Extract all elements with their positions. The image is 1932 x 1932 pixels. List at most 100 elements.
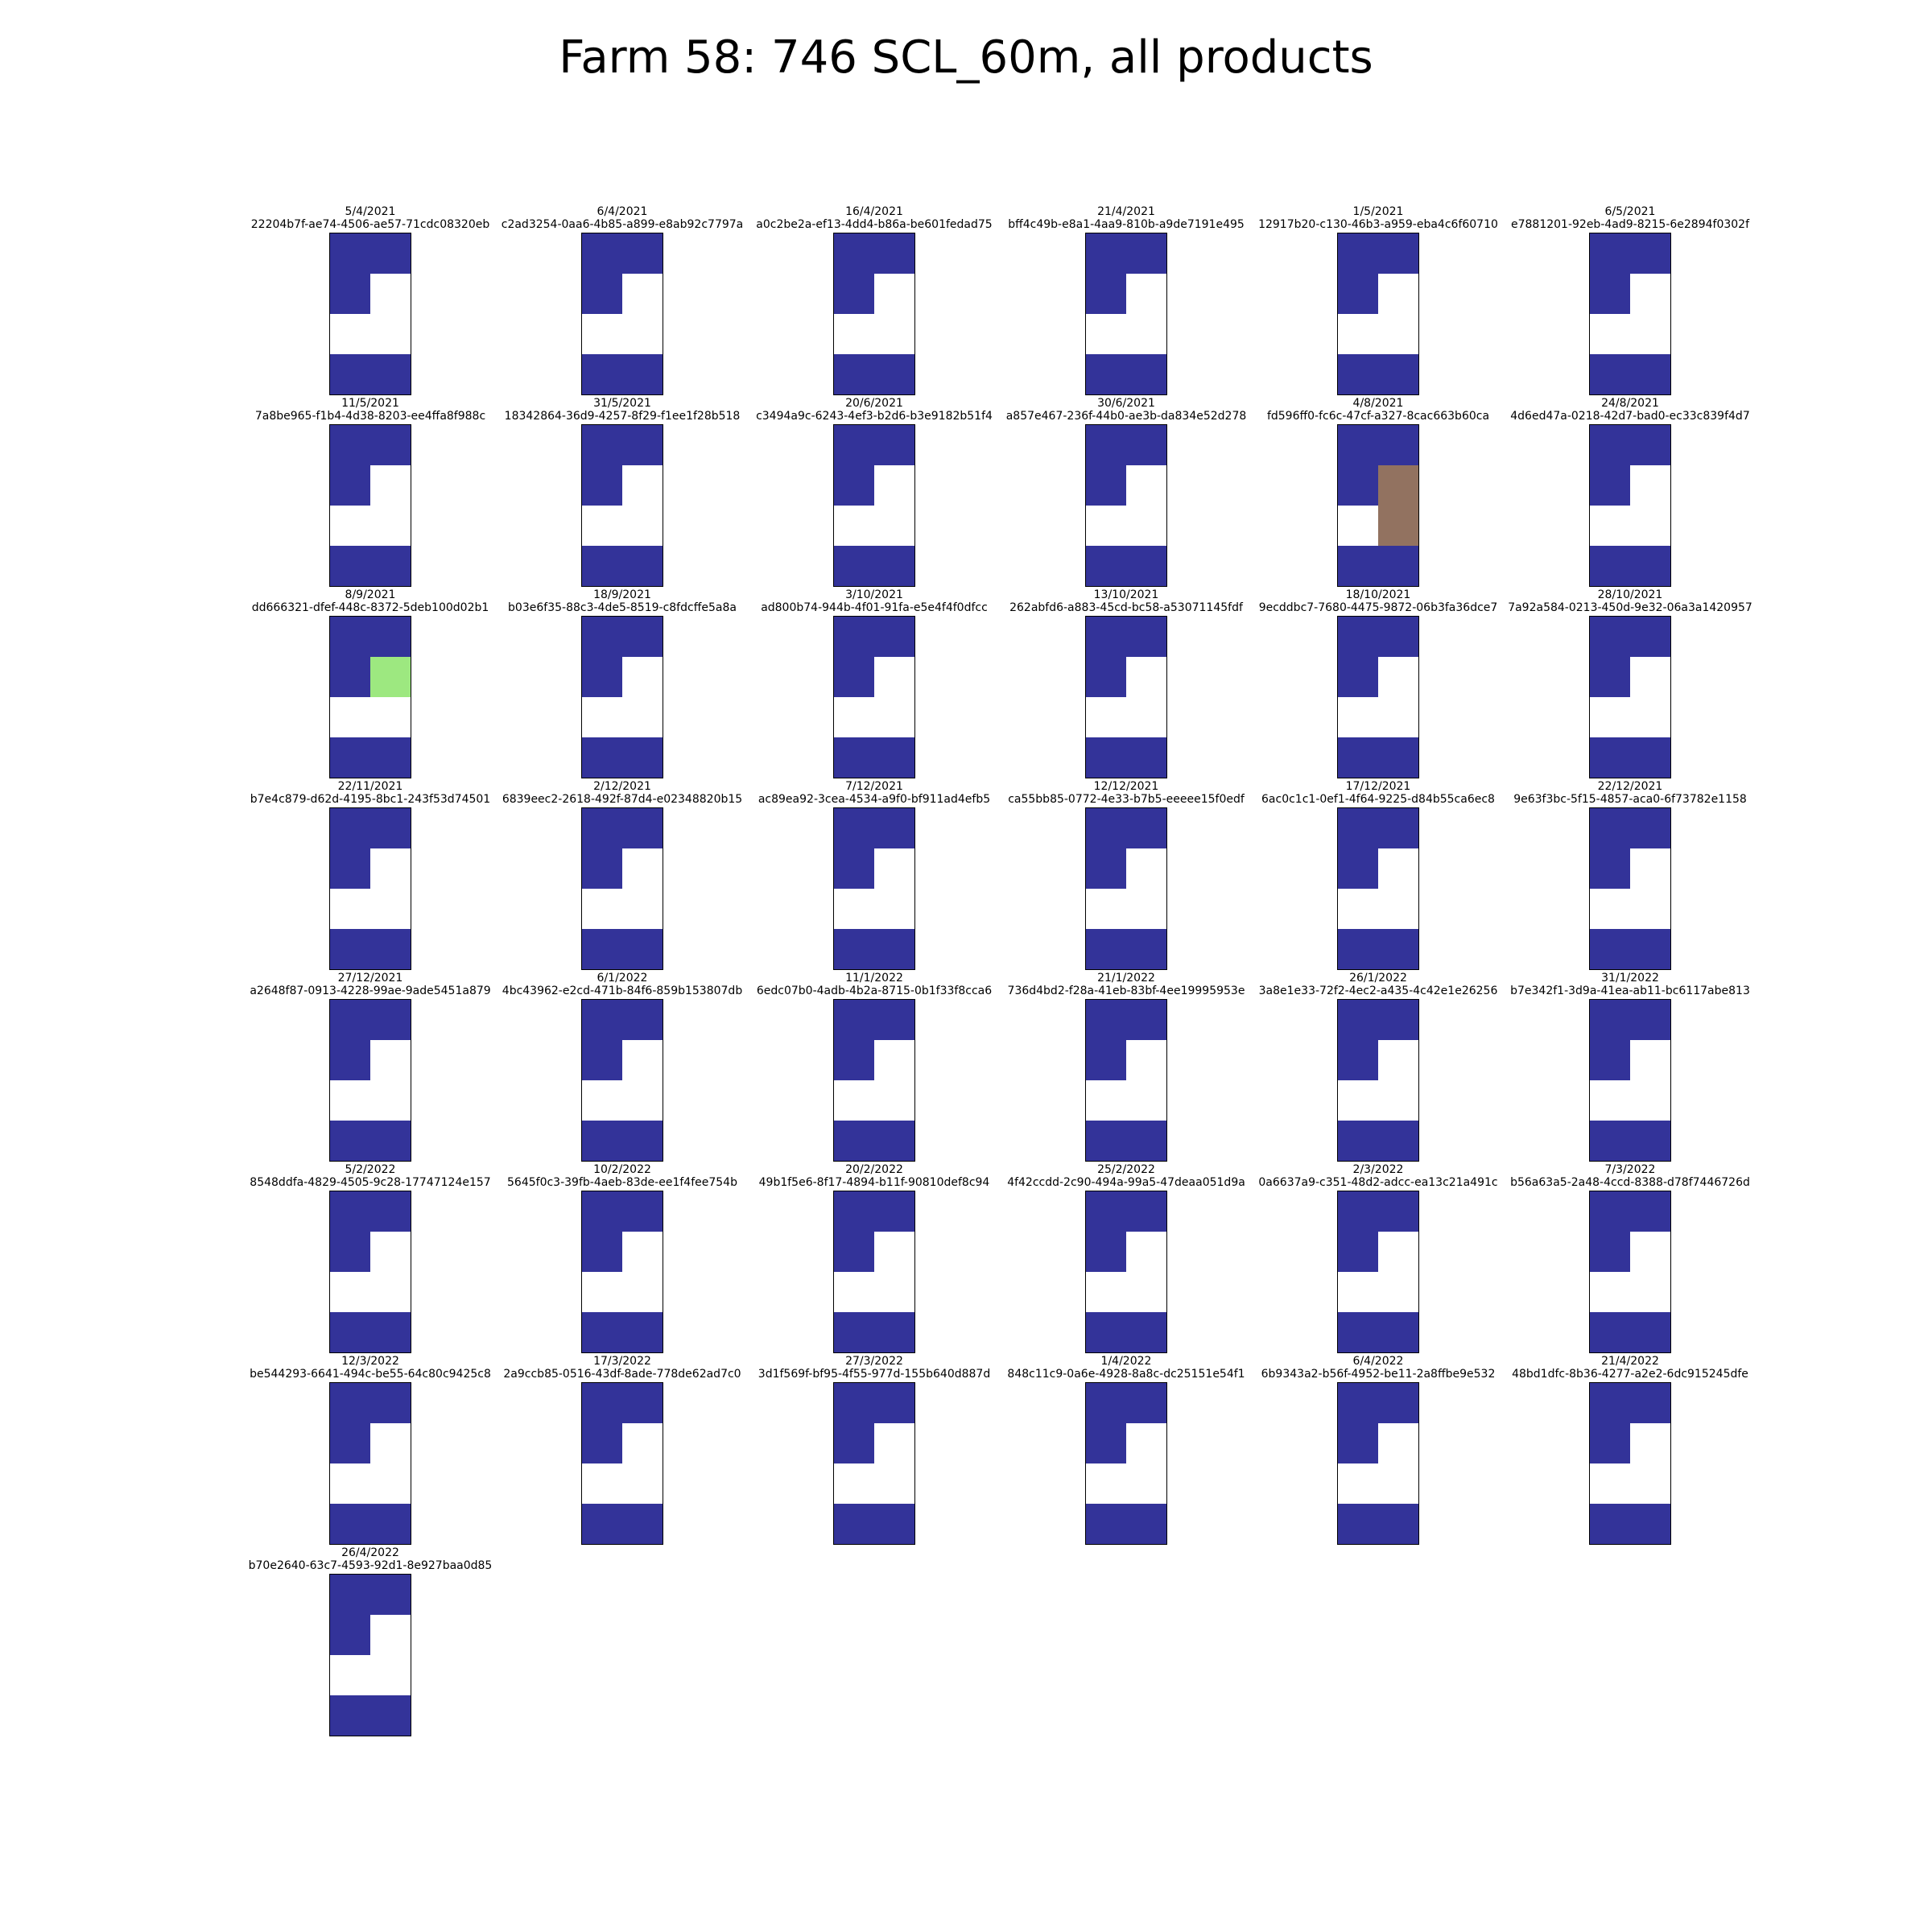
heatmap-cell <box>1630 1121 1670 1161</box>
heatmap-cell <box>1086 1191 1126 1232</box>
panel-date-label: 1/4/2022 <box>1100 1355 1152 1368</box>
heatmap-cell <box>370 1695 411 1736</box>
heatmap-cell <box>1630 1504 1670 1544</box>
heatmap-cell <box>874 808 914 848</box>
heatmap-cell <box>622 1504 663 1544</box>
heatmap-cell <box>1126 465 1166 506</box>
heatmap-cell <box>1590 808 1630 848</box>
heatmap-cell <box>370 1312 411 1352</box>
heatmap-cell <box>1338 848 1378 889</box>
heatmap-cell <box>1086 314 1126 354</box>
heatmap-cell <box>1590 1232 1630 1272</box>
heatmap-cell <box>1338 1121 1378 1161</box>
heatmap-grid <box>1085 1191 1167 1353</box>
heatmap-grid <box>329 233 411 395</box>
heatmap-cell <box>1338 506 1378 546</box>
heatmap-grid <box>1337 233 1419 395</box>
panel-product-id-label: 7a8be965-f1b4-4d38-8203-ee4ffa8f988c <box>254 410 486 423</box>
heatmap-cell <box>1378 657 1418 697</box>
heatmap-grid <box>1589 807 1671 970</box>
panel-product-id-label: 3d1f569f-bf95-4f55-977d-155b640d887d <box>758 1368 991 1381</box>
heatmap-grid <box>329 1191 411 1353</box>
heatmap-cell <box>370 465 411 506</box>
heatmap-grid <box>833 1382 915 1545</box>
heatmap-cell <box>622 1000 663 1040</box>
heatmap-cell <box>330 1383 370 1423</box>
heatmap-panel: 11/5/2021 7a8be965-f1b4-4d38-8203-ee4ffa8… <box>237 397 503 587</box>
heatmap-cell <box>1630 233 1670 274</box>
panel-date-label: 24/8/2021 <box>1601 397 1659 410</box>
heatmap-cell <box>622 425 663 465</box>
heatmap-grid <box>581 233 663 395</box>
heatmap-grid <box>833 807 915 970</box>
heatmap-cell <box>1378 1383 1418 1423</box>
heatmap-cell <box>1086 465 1126 506</box>
heatmap-cell <box>330 1121 370 1161</box>
heatmap-cell <box>874 1040 914 1080</box>
heatmap-panel: 3/10/2021 ad800b74-944b-4f01-91fa-e5e4f4f… <box>741 588 1007 778</box>
panel-date-label: 8/9/2021 <box>345 588 396 601</box>
heatmap-cell <box>874 506 914 546</box>
panel-product-id-label: 3a8e1e33-72f2-4ec2-a435-4c42e1e26256 <box>1258 985 1498 997</box>
heatmap-cell <box>1378 506 1418 546</box>
heatmap-cell <box>330 1655 370 1695</box>
heatmap-grid <box>833 233 915 395</box>
panel-product-id-label: 2a9ccb85-0516-43df-8ade-778de62ad7c0 <box>503 1368 741 1381</box>
heatmap-panel: 5/2/2022 8548ddfa-4829-4505-9c28-17747124… <box>237 1163 503 1353</box>
heatmap-grid <box>329 1574 411 1736</box>
heatmap-cell <box>370 1655 411 1695</box>
heatmap-grid <box>1589 999 1671 1162</box>
heatmap-cell <box>1126 425 1166 465</box>
heatmap-cell <box>834 929 874 969</box>
heatmap-cell <box>370 1463 411 1504</box>
panel-date-label: 6/5/2021 <box>1604 205 1656 218</box>
panel-date-label: 31/1/2022 <box>1601 972 1659 985</box>
heatmap-cell <box>1338 1383 1378 1423</box>
heatmap-panel: 10/2/2022 5645f0c3-39fb-4aeb-83de-ee1f4fe… <box>489 1163 755 1353</box>
heatmap-cell <box>330 314 370 354</box>
heatmap-cell <box>1378 617 1418 657</box>
heatmap-cell <box>1630 1383 1670 1423</box>
heatmap-cell <box>370 1191 411 1232</box>
heatmap-cell <box>874 546 914 586</box>
heatmap-cell <box>622 889 663 929</box>
heatmap-cell <box>622 848 663 889</box>
heatmap-cell <box>1086 1423 1126 1463</box>
heatmap-cell <box>874 274 914 314</box>
heatmap-cell <box>370 737 411 778</box>
heatmap-cell <box>582 274 622 314</box>
panel-date-label: 25/2/2022 <box>1097 1163 1155 1176</box>
heatmap-cell <box>370 1232 411 1272</box>
panel-date-label: 26/4/2022 <box>341 1546 399 1559</box>
heatmap-cell <box>874 1504 914 1544</box>
heatmap-cell <box>834 546 874 586</box>
heatmap-cell <box>834 354 874 394</box>
panel-date-label: 21/1/2022 <box>1097 972 1155 985</box>
heatmap-cell <box>1590 233 1630 274</box>
heatmap-grid <box>1589 233 1671 395</box>
heatmap-cell <box>1338 808 1378 848</box>
heatmap-cell <box>1630 617 1670 657</box>
heatmap-panel: 26/1/2022 3a8e1e33-72f2-4ec2-a435-4c42e1e… <box>1245 972 1511 1162</box>
heatmap-cell <box>582 354 622 394</box>
heatmap-grid <box>1085 807 1167 970</box>
panel-date-label: 22/11/2021 <box>337 780 403 793</box>
heatmap-panel: 28/10/2021 7a92a584-0213-450d-9e32-06a3a1… <box>1497 588 1763 778</box>
heatmap-cell <box>1086 546 1126 586</box>
heatmap-cell <box>370 889 411 929</box>
heatmap-cell <box>874 425 914 465</box>
heatmap-cell <box>1126 617 1166 657</box>
heatmap-cell <box>330 1463 370 1504</box>
heatmap-cell <box>370 1000 411 1040</box>
heatmap-cell <box>370 929 411 969</box>
heatmap-cell <box>622 929 663 969</box>
heatmap-cell <box>622 546 663 586</box>
heatmap-cell <box>582 314 622 354</box>
heatmap-cell <box>582 697 622 737</box>
heatmap-cell <box>330 1615 370 1655</box>
panel-product-id-label: ac89ea92-3cea-4534-a9f0-bf911ad4efb5 <box>758 793 991 806</box>
heatmap-panel: 1/5/2021 12917b20-c130-46b3-a959-eba4c6f6… <box>1245 205 1511 395</box>
heatmap-cell <box>1086 1272 1126 1312</box>
heatmap-cell <box>1378 1504 1418 1544</box>
